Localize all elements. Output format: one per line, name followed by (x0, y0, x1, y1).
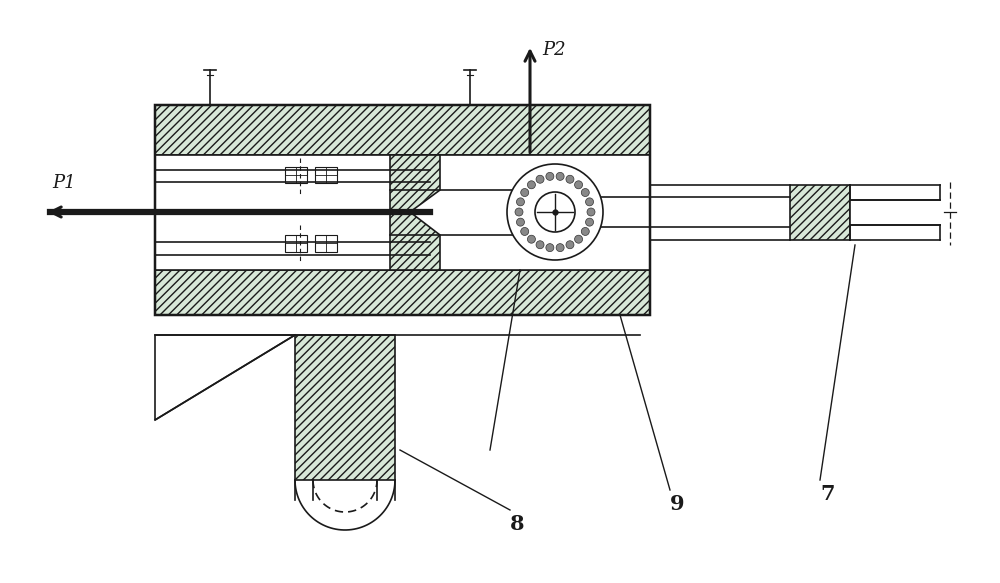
Polygon shape (295, 335, 395, 480)
Polygon shape (155, 335, 295, 420)
Polygon shape (155, 270, 650, 315)
Circle shape (507, 164, 603, 260)
Polygon shape (315, 167, 337, 183)
Circle shape (556, 173, 564, 180)
Circle shape (515, 208, 523, 216)
Circle shape (556, 244, 564, 252)
Polygon shape (850, 200, 940, 225)
Circle shape (516, 198, 524, 206)
Text: 7: 7 (820, 484, 834, 504)
Circle shape (566, 241, 574, 249)
Circle shape (581, 188, 589, 196)
Polygon shape (285, 235, 307, 252)
Polygon shape (155, 105, 650, 155)
Polygon shape (155, 155, 650, 270)
Circle shape (535, 192, 575, 232)
Circle shape (546, 244, 554, 252)
Circle shape (527, 235, 535, 243)
Circle shape (546, 173, 554, 180)
Circle shape (575, 181, 583, 189)
Circle shape (527, 181, 535, 189)
Polygon shape (315, 235, 337, 252)
Polygon shape (285, 167, 307, 183)
Polygon shape (390, 155, 440, 270)
Polygon shape (790, 185, 850, 240)
Circle shape (536, 241, 544, 249)
Circle shape (521, 188, 529, 196)
Circle shape (586, 198, 594, 206)
Circle shape (521, 227, 529, 236)
Circle shape (516, 218, 524, 226)
Text: P2: P2 (542, 41, 566, 59)
Circle shape (587, 208, 595, 216)
Circle shape (566, 175, 574, 183)
Text: 9: 9 (670, 494, 685, 514)
Circle shape (575, 235, 583, 243)
Circle shape (581, 227, 589, 236)
Circle shape (586, 218, 594, 226)
Circle shape (536, 175, 544, 183)
Text: P1: P1 (52, 174, 76, 192)
Text: 8: 8 (510, 514, 524, 534)
